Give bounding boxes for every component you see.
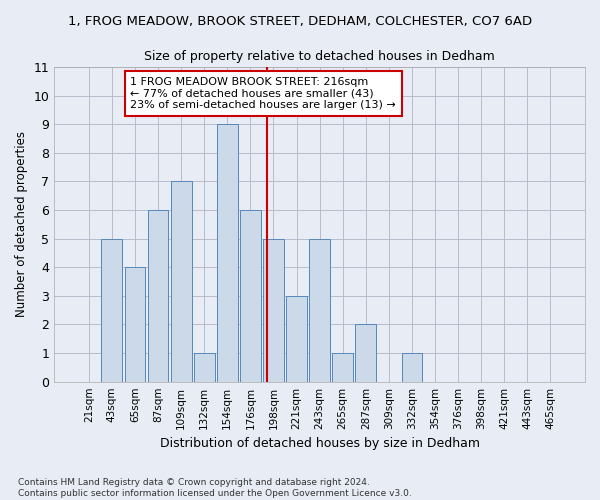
Bar xyxy=(125,267,145,382)
Bar xyxy=(101,238,122,382)
X-axis label: Distribution of detached houses by size in Dedham: Distribution of detached houses by size … xyxy=(160,437,479,450)
Bar xyxy=(263,238,284,382)
Bar xyxy=(194,353,215,382)
Bar xyxy=(332,353,353,382)
Bar xyxy=(286,296,307,382)
Bar xyxy=(309,238,330,382)
Bar xyxy=(217,124,238,382)
Bar xyxy=(148,210,169,382)
Bar xyxy=(240,210,261,382)
Y-axis label: Number of detached properties: Number of detached properties xyxy=(15,132,28,318)
Bar xyxy=(355,324,376,382)
Title: Size of property relative to detached houses in Dedham: Size of property relative to detached ho… xyxy=(144,50,495,63)
Text: Contains HM Land Registry data © Crown copyright and database right 2024.
Contai: Contains HM Land Registry data © Crown c… xyxy=(18,478,412,498)
Text: 1 FROG MEADOW BROOK STREET: 216sqm
← 77% of detached houses are smaller (43)
23%: 1 FROG MEADOW BROOK STREET: 216sqm ← 77%… xyxy=(130,77,396,110)
Bar xyxy=(171,182,191,382)
Text: 1, FROG MEADOW, BROOK STREET, DEDHAM, COLCHESTER, CO7 6AD: 1, FROG MEADOW, BROOK STREET, DEDHAM, CO… xyxy=(68,15,532,28)
Bar xyxy=(401,353,422,382)
